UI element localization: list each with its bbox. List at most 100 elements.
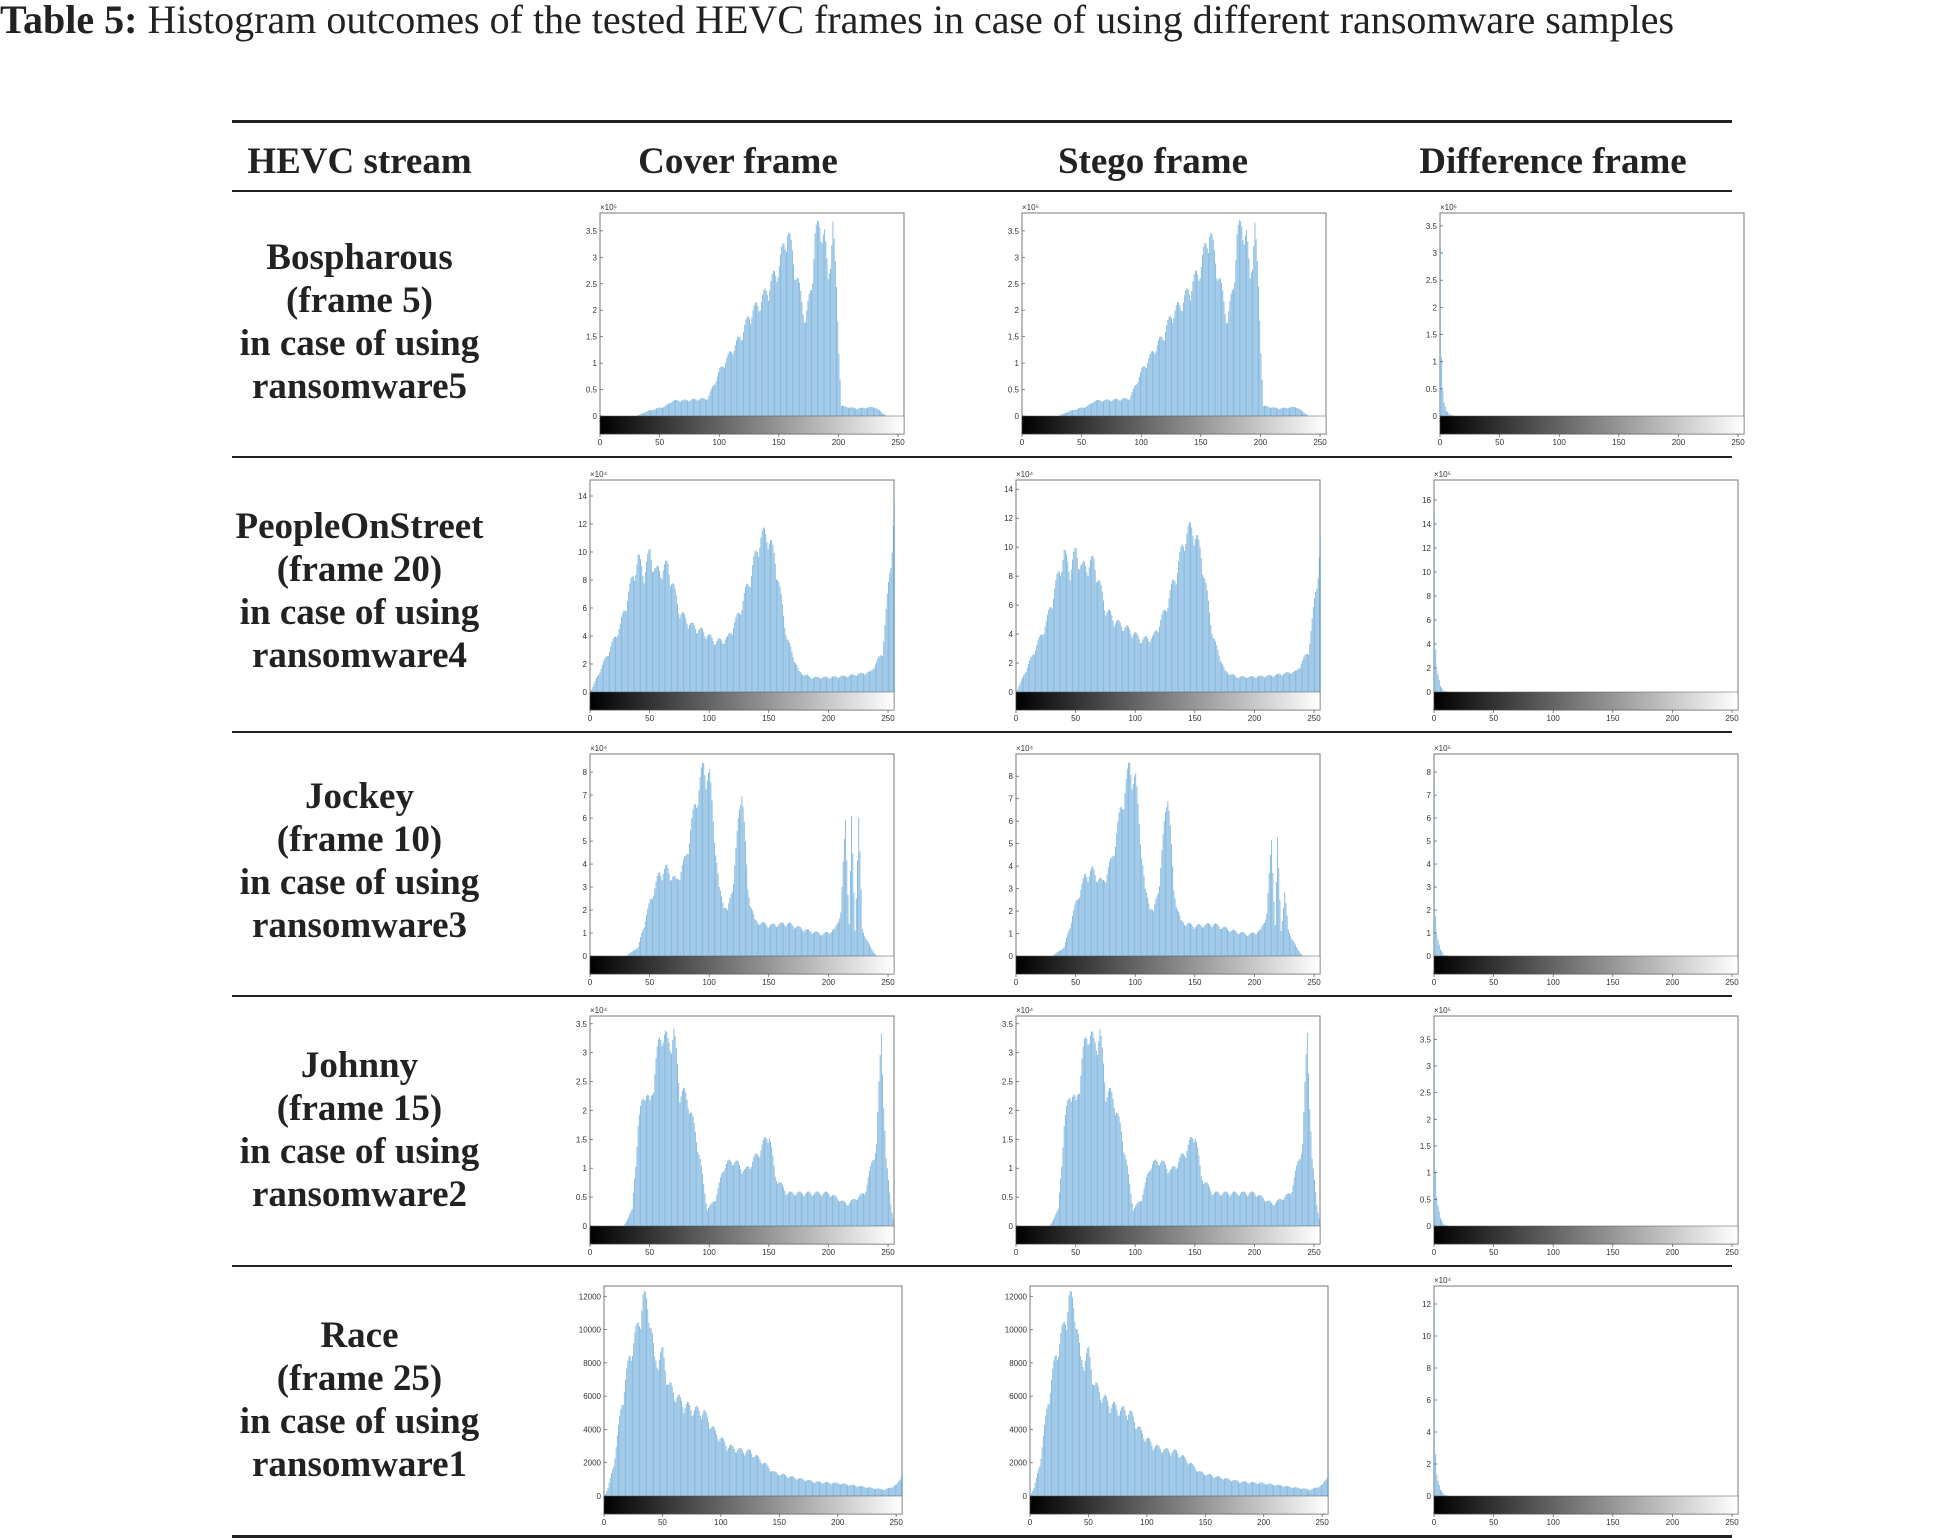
histogram-bar: [1034, 1482, 1036, 1496]
histogram-bar: [837, 1200, 839, 1226]
histogram-bar: [1306, 653, 1308, 692]
histogram-bar: [701, 398, 703, 416]
histogram-bar: [845, 820, 847, 956]
histogram-bar: [1215, 923, 1217, 956]
histogram-bar: [739, 337, 741, 416]
histogram-bar: [729, 1445, 730, 1496]
histogram-bar: [1074, 548, 1076, 692]
histogram-bar: [1124, 397, 1126, 416]
histogram-bar: [1109, 400, 1110, 416]
histogram-bar: [822, 934, 824, 956]
histogram-bar: [674, 1035, 676, 1226]
histogram-bar: [1144, 1441, 1146, 1496]
x-tick-label: 0: [1014, 714, 1019, 723]
y-tick-label: 3.5: [1420, 1035, 1432, 1044]
histogram-bar: [806, 1480, 808, 1496]
histogram-bar: [1271, 1484, 1273, 1496]
histogram-bar: [1313, 1487, 1315, 1496]
y-exponent-label: ×10⁴: [1434, 1276, 1452, 1285]
histogram-bar: [1185, 1157, 1187, 1226]
histogram-bar: [1207, 1184, 1209, 1226]
row-label-line: (frame 20): [276, 549, 443, 590]
histogram-bar: [1246, 229, 1248, 416]
histogram-bar: [1149, 1170, 1151, 1226]
histogram-bar: [892, 1486, 894, 1496]
histogram-bar: [1261, 926, 1263, 956]
histogram-bar: [837, 321, 839, 416]
histogram-bar: [1178, 1456, 1180, 1496]
histogram-bar: [789, 233, 791, 416]
histogram-bar: [1306, 1489, 1308, 1496]
histogram-bar: [1122, 631, 1124, 692]
histogram-bar: [866, 1184, 868, 1226]
histogram-bar: [1170, 583, 1172, 692]
histogram-bar: [730, 633, 732, 692]
histogram-bar: [884, 1130, 886, 1226]
histogram-bar: [1124, 627, 1126, 692]
y-tick-label: 6: [1009, 817, 1014, 826]
histogram-bar: [1052, 955, 1054, 956]
histogram-bar: [1231, 674, 1233, 692]
histogram-bar: [772, 544, 774, 692]
histogram-bar: [1206, 248, 1208, 416]
histogram-bar: [1142, 1434, 1144, 1496]
histogram-bar: [1253, 932, 1255, 956]
histogram-bar: [774, 563, 776, 692]
histogram-bar: [1100, 584, 1102, 692]
histogram-bar: [793, 1476, 795, 1496]
histogram-bar: [685, 399, 687, 416]
histogram-bar: [821, 243, 823, 416]
histogram-bar: [1438, 944, 1440, 956]
histogram-bar: [1259, 1194, 1261, 1226]
histogram-bar: [1246, 678, 1248, 692]
histogram-bar: [752, 1161, 754, 1226]
histogram-bar: [733, 628, 735, 692]
histogram-bar: [1316, 1487, 1318, 1496]
histogram-bar: [1236, 1193, 1238, 1226]
x-tick-label: 150: [1188, 978, 1202, 987]
histogram-bar: [1075, 1099, 1077, 1226]
histogram-bar: [1275, 1201, 1277, 1226]
histogram-bar: [665, 865, 667, 956]
histogram-bar: [852, 853, 854, 956]
histogram-bar: [1046, 1408, 1048, 1496]
histogram-bar: [868, 1170, 870, 1226]
histogram-bar: [1303, 412, 1305, 416]
histogram-bar: [787, 640, 789, 692]
y-tick-label: 4: [1427, 860, 1432, 869]
histogram-bar: [1109, 1412, 1111, 1496]
histogram-bar: [1075, 900, 1077, 956]
y-tick-label: 0: [1009, 688, 1014, 697]
histogram-bar: [1111, 857, 1113, 956]
histogram-bar: [1244, 1192, 1246, 1226]
histogram-bar: [830, 1196, 832, 1226]
y-tick-label: 5: [1427, 837, 1432, 846]
histogram-bar: [1159, 337, 1161, 416]
x-tick-label: 250: [881, 714, 895, 723]
x-tick-label: 50: [1489, 978, 1498, 987]
histogram-bar: [1154, 631, 1156, 692]
histogram-bar: [799, 1191, 801, 1226]
histogram-bar: [1231, 289, 1233, 416]
histogram-bar: [1120, 626, 1122, 692]
histogram-bar: [675, 1047, 677, 1226]
histogram-bar: [1062, 1147, 1064, 1226]
histogram-bar: [881, 412, 883, 416]
histogram-bar: [1211, 233, 1213, 416]
histogram-bar: [799, 672, 801, 692]
histogram-bar: [1039, 1466, 1041, 1496]
histogram-bar: [1288, 1486, 1290, 1496]
histogram-bar: [1170, 1455, 1172, 1496]
histogram-bar: [1236, 932, 1238, 956]
y-exponent-label: ×10⁴: [590, 1006, 608, 1015]
histogram-bospharous-stego: 00.511.522.533.50 50 100 150 200 250×10⁵: [1008, 203, 1327, 447]
histogram-bar: [1305, 1054, 1307, 1226]
histogram-bar: [1235, 931, 1237, 956]
histogram-bar: [1155, 1159, 1157, 1226]
x-tick-label: 250: [1315, 1518, 1329, 1527]
histogram-bar: [694, 803, 696, 956]
histogram-bar: [1064, 550, 1066, 692]
histogram-bar: [870, 406, 872, 416]
histogram-bar: [1159, 1165, 1161, 1226]
